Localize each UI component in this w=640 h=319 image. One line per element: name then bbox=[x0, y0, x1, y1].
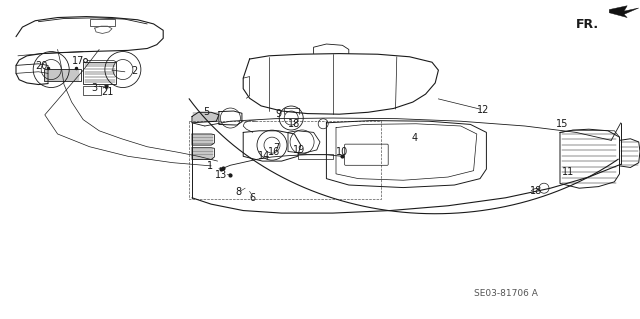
Bar bbox=[90, 19, 115, 26]
Text: 2: 2 bbox=[131, 66, 138, 76]
Text: FR.: FR. bbox=[576, 18, 599, 31]
Text: 18: 18 bbox=[530, 186, 543, 196]
Text: 8: 8 bbox=[235, 187, 241, 197]
Text: 21: 21 bbox=[101, 87, 114, 97]
Text: 12: 12 bbox=[477, 105, 490, 115]
Bar bbox=[189, 121, 381, 199]
Bar bbox=[298, 154, 333, 160]
Text: 18: 18 bbox=[288, 119, 301, 129]
Text: 20: 20 bbox=[35, 61, 48, 71]
Text: 7: 7 bbox=[273, 143, 280, 153]
Text: 6: 6 bbox=[250, 193, 256, 203]
Bar bbox=[44, 69, 81, 81]
Text: 17: 17 bbox=[72, 56, 84, 66]
Text: 16: 16 bbox=[268, 147, 280, 158]
Text: 1: 1 bbox=[207, 161, 213, 171]
Text: 15: 15 bbox=[556, 119, 568, 130]
Text: 11: 11 bbox=[562, 167, 575, 177]
Text: 13: 13 bbox=[214, 170, 227, 180]
Text: 19: 19 bbox=[293, 145, 306, 155]
Text: 5: 5 bbox=[204, 107, 210, 117]
Bar bbox=[83, 86, 101, 95]
Text: 9: 9 bbox=[275, 109, 282, 119]
Polygon shape bbox=[609, 6, 639, 18]
Text: 10: 10 bbox=[336, 146, 349, 157]
Text: 14: 14 bbox=[257, 151, 270, 161]
Text: SE03-81706 A: SE03-81706 A bbox=[474, 289, 538, 298]
Text: 3: 3 bbox=[92, 83, 98, 93]
Bar bbox=[83, 62, 116, 84]
Text: 4: 4 bbox=[412, 133, 418, 143]
